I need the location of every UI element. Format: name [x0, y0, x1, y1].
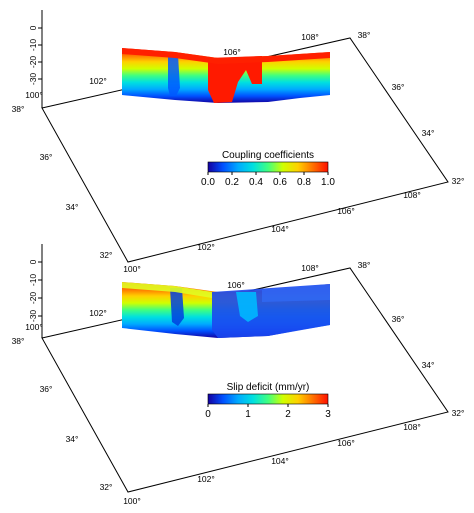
colorbar-tick-label: 0.6 — [273, 177, 287, 188]
colorbar-tick-label: 0.0 — [201, 177, 215, 188]
fault-top-band — [122, 282, 212, 298]
back-edge-ticks: 106° 108° 38° 102° 100° — [25, 30, 370, 100]
lat-tick-label: 38° — [358, 260, 371, 270]
colorbar-tick-label: 0.4 — [249, 177, 263, 188]
depth-ticks: 0 -10 -20 -30 — [28, 25, 42, 85]
lon-tick-label: 108° — [301, 263, 319, 273]
lat-tick-label: 36° — [392, 82, 405, 92]
left-lat-ticks: 38° 36° 34° 32° — [12, 336, 113, 492]
colorbar-ticks: 0.0 0.2 0.4 0.6 0.8 1.0 — [201, 172, 335, 188]
lat-tick-label: 32° — [100, 250, 113, 260]
front-lon-ticks: 100° 102° 104° 106° 108° — [123, 190, 421, 274]
depth-tick-label: 0 — [28, 259, 38, 264]
fault-surface — [122, 282, 330, 338]
lon-tick-label: 108° — [301, 32, 319, 42]
depth-tick-label: -10 — [28, 274, 38, 287]
colorbar-gradient — [207, 393, 329, 405]
fault-locked-zone — [208, 56, 262, 103]
lon-tick-label: 106° — [227, 280, 245, 290]
fault-notch — [168, 55, 180, 96]
lat-tick-label: 38° — [12, 336, 25, 346]
back-edge-ticks: 106° 108° 38° 102° 100° — [25, 260, 370, 332]
lat-tick-label: 34° — [66, 202, 79, 212]
colorbar-slip: Slip deficit (mm/yr) 0 1 2 3 — [205, 382, 331, 420]
depth-tick-label: -30 — [28, 73, 38, 86]
panel-slip-deficit: 0 -10 -20 -30 106° 108° 38° 102° 100° 38… — [12, 244, 465, 506]
colorbar-tick-label: 2 — [285, 409, 291, 420]
depth-tick-label: -20 — [28, 292, 38, 305]
lat-tick-label: 36° — [40, 152, 53, 162]
depth-tick-label: 0 — [28, 25, 38, 30]
colorbar-tick-label: 0 — [205, 409, 211, 420]
depth-ticks: 0 -10 -20 -30 — [28, 259, 42, 322]
lat-tick-label: 34° — [422, 360, 435, 370]
colorbar-title: Slip deficit (mm/yr) — [227, 382, 310, 393]
right-lat-ticks: 36° 34° 32° — [392, 82, 465, 186]
fault-east-band — [262, 284, 330, 302]
colorbar-tick-label: 0.2 — [225, 177, 239, 188]
colorbar-tick-label: 3 — [325, 409, 331, 420]
colorbar-coupling: Coupling coefficients 0.0 0.2 0.4 0.6 0.8 1.0 — [201, 150, 335, 188]
depth-tick-label: -20 — [28, 56, 38, 69]
lon-tick-label: 100° — [25, 90, 43, 100]
lat-tick-label: 32° — [452, 176, 465, 186]
fault-notch — [170, 288, 184, 326]
lon-tick-label: 102° — [197, 242, 215, 252]
fault-ridge — [236, 292, 258, 322]
colorbar-ticks: 0 1 2 3 — [205, 404, 331, 420]
fault-surface — [122, 48, 330, 103]
lon-tick-label: 102° — [89, 76, 107, 86]
lon-tick-label: 100° — [123, 496, 141, 506]
right-lat-ticks: 36° 34° 32° — [392, 314, 465, 418]
lon-tick-label: 104° — [271, 456, 289, 466]
lon-tick-label: 108° — [403, 190, 421, 200]
lon-tick-label: 106° — [337, 438, 355, 448]
lon-tick-label: 100° — [123, 264, 141, 274]
depth-tick-label: -30 — [28, 310, 38, 323]
lat-tick-label: 34° — [422, 128, 435, 138]
colorbar-tick-label: 0.8 — [297, 177, 311, 188]
lat-tick-label: 32° — [452, 408, 465, 418]
lat-tick-label: 36° — [40, 384, 53, 394]
lon-tick-label: 106° — [337, 206, 355, 216]
lon-tick-label: 102° — [89, 308, 107, 318]
lat-tick-label: 34° — [66, 434, 79, 444]
lon-tick-label: 108° — [403, 422, 421, 432]
lat-tick-label: 38° — [12, 104, 25, 114]
lat-tick-label: 32° — [100, 482, 113, 492]
front-lon-ticks: 100° 102° 104° 106° 108° — [123, 422, 421, 506]
colorbar-gradient — [207, 161, 329, 173]
lon-tick-label: 102° — [197, 474, 215, 484]
lat-tick-label: 36° — [392, 314, 405, 324]
left-lat-ticks: 38° 36° 34° 32° — [12, 104, 113, 260]
colorbar-title: Coupling coefficients — [222, 150, 314, 161]
lon-tick-label: 106° — [223, 47, 241, 57]
colorbar-tick-label: 1.0 — [321, 177, 335, 188]
lon-tick-label: 100° — [25, 322, 43, 332]
panel-coupling: 0 -10 -20 -30 106° 108° 38° 102° 100° 38… — [12, 10, 465, 274]
fault-top-band — [122, 48, 330, 64]
lat-tick-label: 38° — [358, 30, 371, 40]
depth-tick-label: -10 — [28, 39, 38, 52]
lon-tick-label: 104° — [271, 224, 289, 234]
colorbar-tick-label: 1 — [245, 409, 251, 420]
